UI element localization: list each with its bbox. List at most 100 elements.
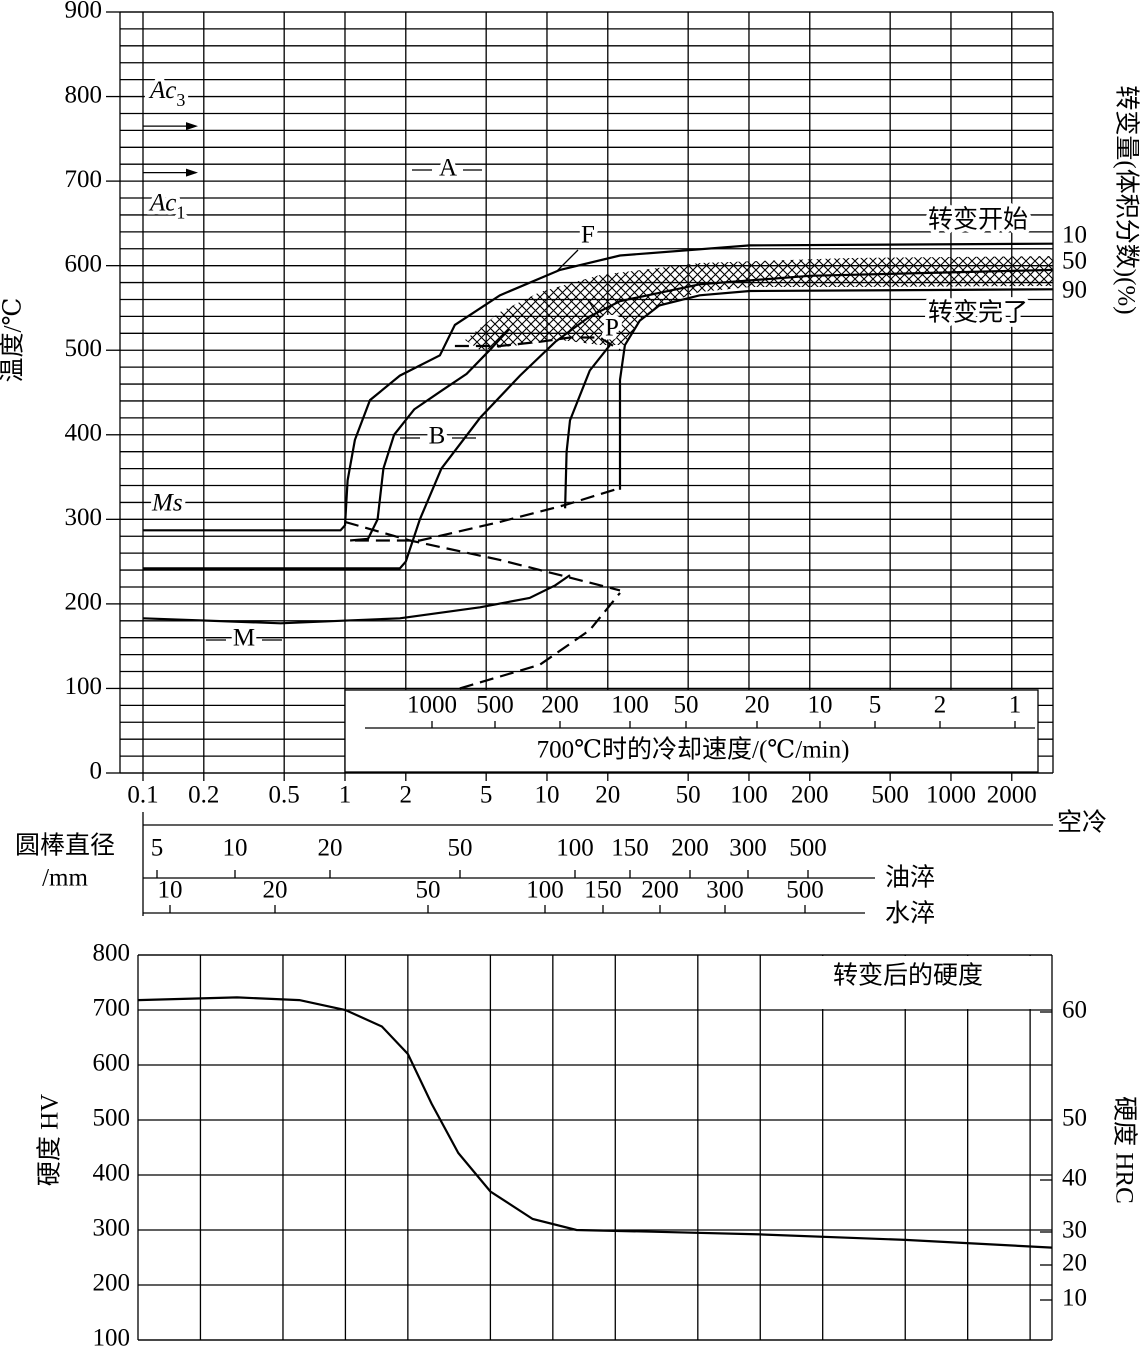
- y2-axis-title: 转变量(体积分数)(%): [1112, 85, 1140, 314]
- cooling-curve: [459, 592, 621, 690]
- phase-label: M: [233, 625, 255, 652]
- rate-tick-label: 500: [476, 692, 514, 719]
- x-tick-label: 1: [339, 782, 352, 809]
- hatched-region: [465, 256, 1053, 350]
- title-box: [761, 956, 1051, 1009]
- critical-sub: 3: [176, 90, 185, 110]
- y2-axis-title: 硬度 HRC: [1110, 1096, 1138, 1204]
- scale-tick-label: 10: [223, 835, 248, 862]
- x-tick-label: 10: [534, 782, 559, 809]
- scale-tick-label: 20: [318, 835, 343, 862]
- arrow-head: [186, 122, 198, 131]
- scale-tick-label: 200: [641, 877, 679, 904]
- y-tick-label: 0: [90, 758, 103, 785]
- scale-tick-label: 100: [556, 835, 594, 862]
- scale-tick-label: 500: [786, 877, 824, 904]
- rate-tick-label: 20: [745, 692, 770, 719]
- hardness-line: [137, 996, 1053, 1249]
- y-tick-label: 400: [65, 420, 103, 447]
- x-tick-label: 200: [791, 782, 829, 809]
- rate-tick-label: 10: [808, 692, 833, 719]
- curve-label: 转变开始: [928, 206, 1028, 234]
- cooling-curve: [143, 242, 1054, 532]
- y-tick-label: 200: [65, 589, 103, 616]
- y-tick-label: 300: [65, 504, 103, 531]
- cooling-curve: [143, 268, 1054, 570]
- rate-tick-label: 200: [541, 692, 579, 719]
- diameter-title: 圆棒直径: [15, 832, 115, 860]
- scale-name: 水淬: [885, 900, 935, 928]
- critical-name: Ac: [148, 77, 176, 104]
- x-tick-label: 0.5: [269, 782, 300, 809]
- y-tick-label: 600: [93, 1050, 131, 1077]
- y-tick-label: 200: [93, 1270, 131, 1297]
- x-tick-label: 20: [595, 782, 620, 809]
- critical-sub: 1: [176, 203, 185, 223]
- critical-name: Ac: [148, 189, 176, 216]
- y2-tick-label: 40: [1062, 1165, 1087, 1192]
- scale-tick-label: 50: [448, 835, 473, 862]
- y-tick-label: 500: [65, 335, 103, 362]
- y2-tick-label: 60: [1062, 997, 1087, 1024]
- scale-tick-label: 100: [526, 877, 564, 904]
- scale-tick-label: 50: [416, 877, 441, 904]
- y-tick-label: 400: [93, 1160, 131, 1187]
- cooling-curve: [142, 574, 571, 625]
- x-tick-label: 50: [676, 782, 701, 809]
- rate-tick-label: 1000: [407, 692, 457, 719]
- cooling-curve: [454, 336, 621, 352]
- diameter-unit: /mm: [42, 865, 88, 892]
- scale-tick-label: 5: [151, 835, 164, 862]
- y-tick-label: 100: [93, 1325, 131, 1348]
- chart-title: 转变后的硬度: [833, 962, 983, 990]
- y-tick-label: 800: [93, 940, 131, 967]
- cooling-curve: [618, 288, 1054, 490]
- leader-line: [555, 249, 579, 273]
- scale-name: 空冷: [1057, 809, 1107, 837]
- y-axis-title: 温度/℃: [0, 298, 27, 383]
- x-tick-label: 5: [480, 782, 493, 809]
- scale-tick-label: 10: [158, 877, 183, 904]
- y-tick-label: 500: [93, 1105, 131, 1132]
- phase-label: P: [605, 315, 619, 342]
- y2-tick-label: 30: [1062, 1217, 1087, 1244]
- x-tick-label: 2: [400, 782, 413, 809]
- rate-tick-label: 100: [611, 692, 649, 719]
- scale-tick-label: 20: [263, 877, 288, 904]
- scale-tick-label: 200: [671, 835, 709, 862]
- arrow-head: [186, 168, 198, 177]
- inset-box: [344, 689, 1039, 773]
- phase-label: F: [581, 222, 595, 249]
- scale-name: 油淬: [885, 864, 935, 892]
- rate-tick-label: 1: [1009, 692, 1022, 719]
- x-tick-label: 2000: [987, 782, 1037, 809]
- phase-label: A: [439, 155, 457, 182]
- x-tick-label: 0.2: [188, 782, 219, 809]
- scale-tick-label: 300: [706, 877, 744, 904]
- y-tick-label: 900: [65, 0, 103, 24]
- scale-tick-label: 300: [729, 835, 767, 862]
- y-tick-label: 700: [93, 995, 131, 1022]
- y-tick-label: 700: [65, 166, 103, 193]
- x-tick-label: 100: [730, 782, 768, 809]
- rate-tick-label: 2: [934, 692, 947, 719]
- x-tick-label: 1000: [926, 782, 976, 809]
- y-tick-label: 600: [65, 250, 103, 277]
- x-tick-label: 0.1: [127, 782, 158, 809]
- inset-title: 700℃时的冷却速度/(℃/min): [537, 736, 850, 764]
- y-tick-label: 800: [65, 81, 103, 108]
- fraction-label: 50: [1062, 248, 1087, 275]
- rate-tick-label: 5: [869, 692, 882, 719]
- y2-tick-label: 20: [1062, 1250, 1087, 1277]
- ms-label: Ms: [151, 490, 183, 517]
- rate-tick-label: 50: [674, 692, 699, 719]
- critical-label: Ac1: [148, 189, 185, 222]
- fraction-label: 90: [1062, 277, 1087, 304]
- scale-tick-label: 150: [584, 877, 622, 904]
- scale-tick-label: 500: [789, 835, 827, 862]
- fraction-label: 10: [1062, 222, 1087, 249]
- leader-line: [587, 299, 601, 319]
- y-axis-title: 硬度 HV: [36, 1094, 64, 1186]
